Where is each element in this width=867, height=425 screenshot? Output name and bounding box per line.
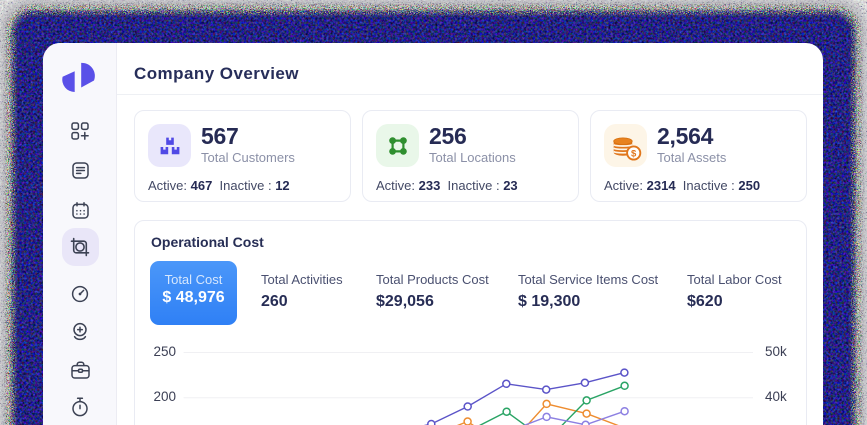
svg-text:40k: 40k bbox=[765, 389, 787, 404]
svg-text:200: 200 bbox=[153, 389, 176, 404]
svg-text:$: $ bbox=[631, 148, 637, 159]
svg-text:250: 250 bbox=[153, 344, 176, 359]
svg-text:50k: 50k bbox=[765, 344, 787, 359]
